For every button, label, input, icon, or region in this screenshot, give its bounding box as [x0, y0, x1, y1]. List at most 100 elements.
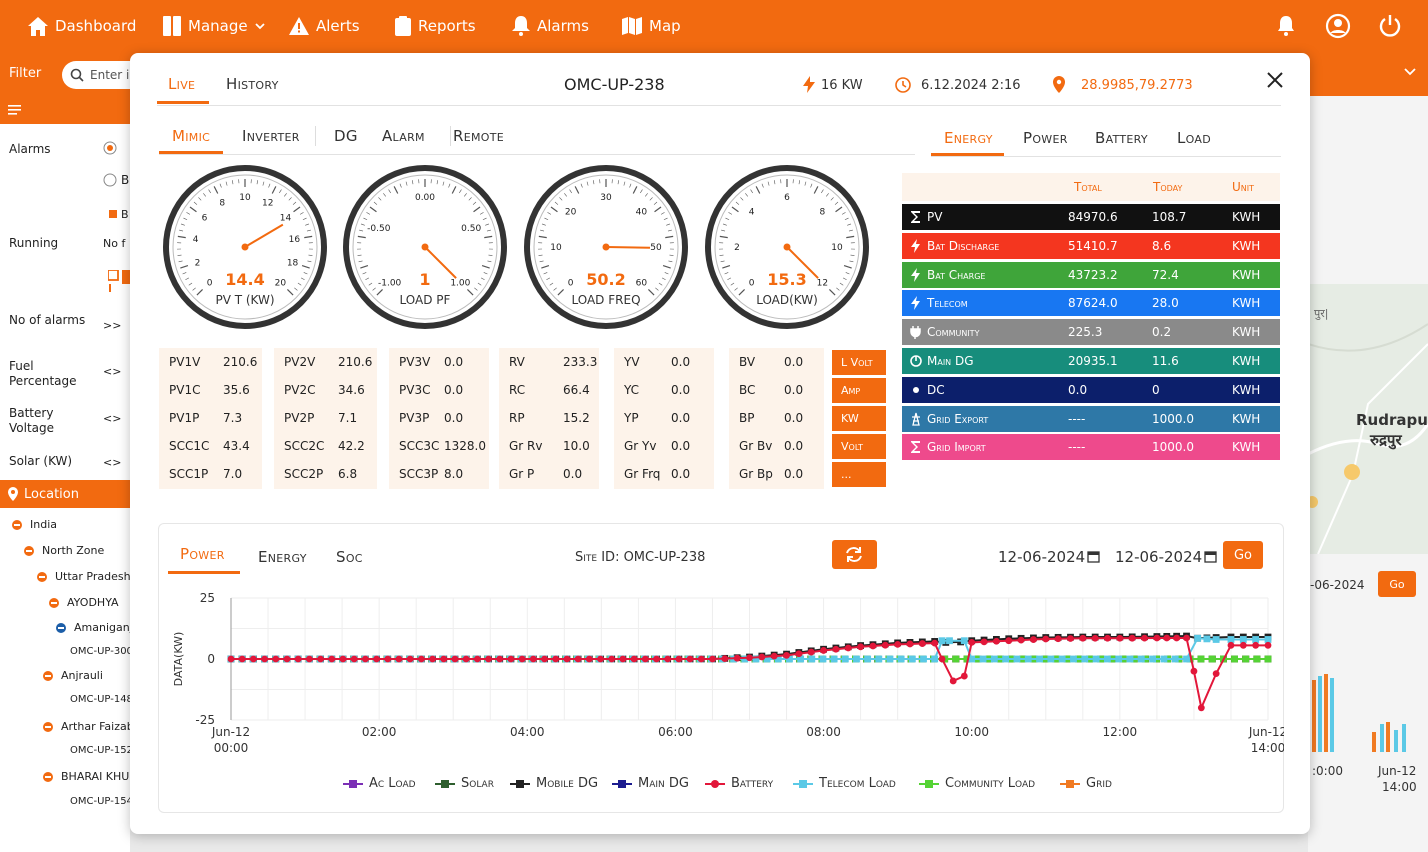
gauge-tick-label: 4 [749, 208, 755, 218]
tab-remote[interactable]: Remote [453, 127, 504, 145]
tab-power[interactable]: Power [1023, 129, 1068, 147]
close-icon[interactable] [1266, 71, 1284, 89]
date-from-input[interactable]: 12-06-2024 [998, 548, 1086, 566]
nav-reports[interactable]: Reports [395, 0, 476, 52]
tab-chart-energy[interactable]: Energy [258, 548, 307, 566]
legend-item[interactable]: Mobile DG [510, 776, 598, 791]
tree-node-india[interactable]: India [12, 518, 57, 531]
energy-row-unit: KWH [1232, 325, 1261, 340]
nav-map[interactable]: Map [622, 0, 681, 52]
energy-row[interactable]: Grid Export ---- 1000.0 KWH [902, 405, 1280, 432]
tab-load[interactable]: Load [1177, 129, 1212, 147]
nav-dashboard[interactable]: Dashboard [28, 0, 136, 52]
tab-chart-power[interactable]: Power [180, 545, 225, 563]
collapse-icon [43, 721, 53, 732]
data-point [1030, 636, 1037, 643]
tab-chart-soc[interactable]: Soc [336, 548, 363, 566]
gauge-tick [541, 264, 550, 269]
date-to-input[interactable]: 12-06-2024 [1115, 548, 1203, 566]
radio-selected[interactable] [103, 141, 117, 155]
tree-node-north-zone[interactable]: North Zone [24, 544, 104, 557]
nav-manage[interactable]: Manage [163, 0, 265, 52]
user-profile-icon[interactable] [1324, 12, 1352, 40]
unit-button[interactable]: Amp [832, 378, 886, 403]
tab-mimic[interactable]: Mimic [172, 127, 211, 145]
map-marker-icon [1053, 76, 1065, 93]
site-coordinates[interactable]: 28.9985,79.2773 [1081, 78, 1193, 93]
tree-site[interactable]: OMC-UP-300 [70, 646, 133, 657]
sidebar-alarms-sort[interactable]: >> [103, 319, 122, 332]
location-header[interactable]: Location [0, 480, 130, 508]
tab-alarm[interactable]: Alarm [382, 127, 425, 145]
gauge-tick [225, 181, 228, 186]
gauge-tick [623, 181, 626, 186]
tab-inverter[interactable]: Inverter [242, 127, 300, 145]
legend-item[interactable]: Ac Load [343, 776, 416, 791]
tab-battery[interactable]: Battery [1095, 129, 1148, 147]
energy-row[interactable]: Community 225.3 0.2 KWH [902, 319, 1280, 346]
unit-button[interactable]: ... [832, 462, 886, 487]
tree-node-bharai-khurd[interactable]: BHARAI KHURD [43, 770, 145, 783]
tab-dg[interactable]: DG [334, 127, 358, 145]
data-point [979, 655, 987, 663]
data-point [350, 655, 358, 663]
tree-node-ayodhya[interactable]: AYODHYA [49, 596, 119, 609]
tree-node-arthar-faizab[interactable]: Arthar Faizab [43, 720, 134, 733]
tree-node-amaniganj[interactable]: Amaniganj [56, 621, 133, 634]
legend-item[interactable]: Main DG [612, 776, 689, 791]
legend-item[interactable]: Grid [1060, 776, 1112, 791]
unit-button[interactable]: KW [832, 406, 886, 431]
background-go-button[interactable]: Go [1378, 571, 1416, 597]
tab-live[interactable]: Live [168, 75, 196, 93]
active-tab-underline [931, 153, 1004, 156]
energy-row[interactable]: Main DG 20935.1 11.6 KWH [902, 348, 1280, 374]
legend-label: Battery [731, 776, 774, 791]
gauge-tick [574, 186, 580, 194]
gauge-tick [485, 223, 490, 226]
unit-button[interactable]: L Volt [832, 350, 886, 375]
energy-row-today: 1000.0 [1152, 440, 1194, 455]
legend-item[interactable]: Battery [705, 776, 773, 791]
tree-site[interactable]: OMC-UP-148 [70, 694, 133, 705]
radio-unselected[interactable] [103, 173, 117, 187]
sidebar-fuel-sort[interactable]: <> [103, 365, 122, 378]
gauge-tick [750, 189, 753, 194]
legend-item[interactable]: Telecom Load [793, 776, 896, 791]
energy-row[interactable]: PV 84970.6 108.7 KWH [902, 204, 1280, 230]
unit-button[interactable]: Volt [832, 434, 886, 459]
nav-alarms[interactable]: Alarms [512, 0, 589, 52]
tree-site[interactable]: OMC-UP-152 [70, 745, 133, 756]
legend-item[interactable]: Solar [435, 776, 494, 791]
data-point [1190, 667, 1198, 675]
gauge-value: 14.4 [225, 270, 265, 289]
energy-row[interactable]: Telecom 87624.0 28.0 KWH [902, 290, 1280, 317]
go-button[interactable]: Go [1223, 541, 1263, 569]
hamburger-menu-icon[interactable] [8, 105, 21, 115]
calendar-icon[interactable] [1087, 550, 1100, 563]
notification-bell-icon[interactable] [1272, 12, 1300, 40]
calendar-icon[interactable] [1204, 550, 1217, 563]
nav-alerts[interactable]: Alerts [289, 0, 360, 52]
gauge-tick [372, 287, 376, 291]
tab-history[interactable]: History [226, 75, 279, 93]
energy-row[interactable]: DC 0.0 0 KWH [902, 376, 1280, 403]
data-point [305, 655, 313, 663]
power-off-icon[interactable] [1376, 12, 1404, 40]
refresh-button[interactable] [832, 540, 877, 569]
energy-row-name: Bat Charge [927, 267, 986, 282]
sidebar-solar-sort[interactable]: <> [103, 456, 122, 469]
energy-row[interactable]: Bat Discharge 51410.7 8.6 KWH [902, 232, 1280, 259]
divider [159, 154, 915, 155]
tab-energy[interactable]: Energy [944, 129, 993, 147]
energy-row[interactable]: Bat Charge 43723.2 72.4 KWH [902, 261, 1280, 288]
energy-row[interactable]: Grid Import ---- 1000.0 KWH [902, 434, 1280, 461]
site-detail-modal: Live History OMC-UP-238 16 KW 6.12.2024 … [130, 53, 1310, 834]
tree-site[interactable]: OMC-UP-154 [70, 796, 133, 807]
legend-item[interactable]: Community Load [919, 776, 1035, 791]
tree-node-anjrauli[interactable]: Anjrauli [43, 669, 103, 682]
sidebar-battery-sort[interactable]: <> [103, 412, 122, 425]
tree-node-uttar-pradesh[interactable]: Uttar Pradesh [37, 570, 131, 583]
parameter-label: RP [509, 411, 525, 425]
chevron-down-icon[interactable] [1404, 68, 1416, 76]
checkbox-icon[interactable] [108, 209, 118, 219]
